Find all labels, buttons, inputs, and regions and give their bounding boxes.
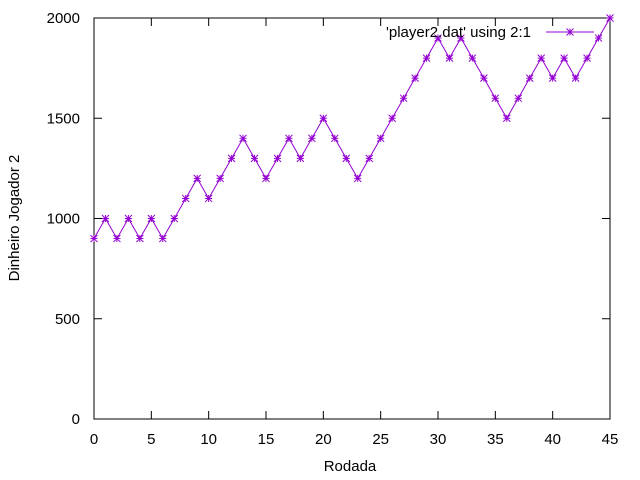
data-point <box>124 214 133 223</box>
data-point <box>594 34 603 42</box>
data-point <box>227 154 236 163</box>
x-tick-label: 40 <box>544 431 561 448</box>
data-point <box>250 154 259 163</box>
data-point <box>170 214 179 223</box>
data-point <box>365 154 374 163</box>
data-point <box>548 74 557 83</box>
y-tick-label: 2000 <box>47 10 80 27</box>
data-point <box>353 174 362 183</box>
data-point <box>376 134 385 143</box>
y-tick-label: 1500 <box>47 110 80 127</box>
x-tick-label: 35 <box>487 431 504 448</box>
x-tick-label: 5 <box>147 431 155 448</box>
y-tick-label: 0 <box>72 411 80 428</box>
data-point <box>342 154 351 163</box>
data-point <box>399 94 408 103</box>
data-point <box>113 234 121 243</box>
x-tick-label: 25 <box>372 431 389 448</box>
series-layer <box>90 14 614 243</box>
legend-label: 'player2.dat' using 2:1 <box>386 24 531 41</box>
x-tick-label: 0 <box>90 431 98 448</box>
x-axis-label: Rodada <box>324 458 377 475</box>
data-point <box>445 54 454 62</box>
data-point <box>491 94 500 103</box>
data-point <box>262 174 270 183</box>
data-point <box>158 234 167 243</box>
data-point <box>422 54 431 62</box>
data-point <box>216 174 224 183</box>
axis-ticks <box>93 17 611 420</box>
data-point <box>101 214 110 223</box>
data-point <box>480 74 488 83</box>
data-point <box>239 134 247 143</box>
y-tick-label: 1000 <box>47 211 80 228</box>
data-point <box>537 54 546 62</box>
axis-tick-labels: 0 5 10 15 20 25 30 35 40 45 0 500 1000 1500 2000 <box>47 10 619 448</box>
data-point <box>147 214 156 223</box>
legend: 'player2.dat' using 2:1 <box>386 24 594 41</box>
data-point <box>285 134 293 143</box>
y-tick-label: 500 <box>55 311 80 328</box>
data-point <box>502 114 511 123</box>
data-point <box>136 234 144 243</box>
data-point <box>90 234 98 243</box>
data-point <box>514 94 523 103</box>
data-point <box>273 154 282 163</box>
data-point <box>319 114 328 123</box>
x-tick-label: 20 <box>315 431 332 448</box>
data-point <box>571 74 580 83</box>
x-tick-label: 30 <box>430 431 447 448</box>
data-point <box>388 114 396 123</box>
legend-star-marker <box>566 28 574 36</box>
x-tick-label: 45 <box>602 431 619 448</box>
data-point <box>525 74 534 83</box>
data-point <box>434 34 442 42</box>
data-point <box>606 14 614 22</box>
x-tick-label: 15 <box>258 431 275 448</box>
y-axis-label: Dinheiro Jogador 2 <box>6 155 23 282</box>
data-point <box>411 74 419 83</box>
data-point <box>193 174 202 183</box>
x-tick-label: 10 <box>200 431 217 448</box>
data-point <box>457 34 465 42</box>
data-point <box>560 54 568 62</box>
data-point <box>181 194 190 203</box>
legend-marker <box>566 28 574 36</box>
data-point <box>204 194 213 203</box>
data-point <box>583 54 591 62</box>
data-point <box>468 54 477 62</box>
data-point <box>330 134 339 143</box>
series-line <box>93 17 611 240</box>
data-point <box>296 154 305 163</box>
data-point <box>308 134 316 143</box>
